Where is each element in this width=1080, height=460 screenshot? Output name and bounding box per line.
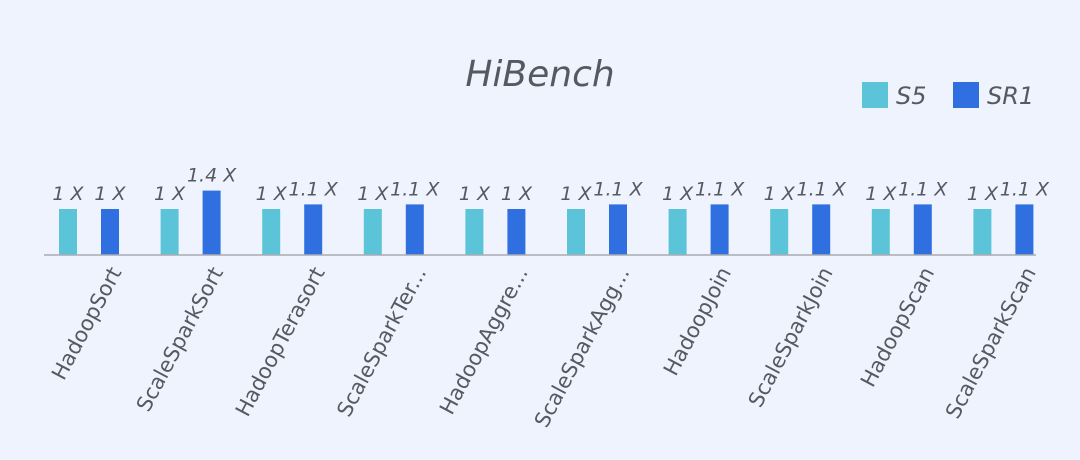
bar-sr1-4 (507, 209, 526, 255)
bar-sr1-5 (609, 204, 627, 255)
bar-s5-1 (160, 209, 179, 255)
bar-s5-4 (465, 209, 484, 255)
legend-swatch-s5 (862, 82, 888, 108)
x-tick-label-8: HadoopScan (856, 263, 939, 391)
data-label-s5-8: 1 X (865, 183, 897, 205)
data-label-s5-2: 1 X (256, 183, 288, 205)
bar-s5-2 (262, 209, 281, 255)
x-tick-labels-group: HadoopSort ScaleSparkSort HadoopTerasort Sc… (47, 263, 1041, 431)
bar-s5-3 (363, 209, 382, 255)
data-label-s5-0: 1 X (52, 183, 84, 205)
legend-label-sr1: SR1 (987, 82, 1034, 110)
bar-sr1-3 (405, 204, 424, 255)
x-tick-label-7: ScaleSparkJoin (744, 263, 838, 411)
x-tick-label-4: HadoopAggre... (435, 263, 533, 418)
data-label-sr1-0: 1 X (94, 183, 126, 205)
x-tick-label-6: HadoopJoin (659, 263, 736, 380)
x-tick-label-9: ScaleSparkScan (941, 263, 1041, 423)
bar-sr1-8 (913, 204, 932, 255)
data-label-s5-3: 1 X (357, 183, 389, 205)
data-label-s5-1: 1 X (154, 183, 186, 205)
x-tick-label-5: ScaleSparkAgg... (530, 263, 635, 431)
data-label-s5-4: 1 X (459, 183, 491, 205)
data-label-s5-7: 1 X (764, 183, 796, 205)
bar-sr1-9 (1015, 204, 1034, 255)
legend-label-s5: S5 (896, 82, 927, 110)
data-label-sr1-9: 1.1 X (1000, 178, 1050, 200)
legend-swatch-sr1 (953, 82, 979, 108)
bar-s5-0 (59, 209, 77, 255)
bar-sr1-6 (710, 204, 729, 255)
bars-group (59, 190, 1034, 255)
bar-s5-5 (567, 209, 585, 255)
legend: S5 SR1 (862, 82, 1034, 110)
data-label-sr1-5: 1.1 X (593, 178, 643, 200)
x-tick-label-2: HadoopTerasort (231, 263, 330, 420)
data-label-s5-9: 1 X (967, 183, 999, 205)
bar-s5-6 (668, 209, 687, 255)
data-label-sr1-7: 1.1 X (797, 178, 847, 200)
bar-sr1-1 (202, 190, 221, 255)
bar-sr1-0 (101, 209, 119, 255)
data-label-sr1-4: 1 X (501, 183, 533, 205)
data-label-sr1-2: 1.1 X (289, 178, 339, 200)
x-tick-label-3: ScaleSparkTer... (332, 263, 431, 421)
x-tick-label-0: HadoopSort (47, 263, 126, 384)
bar-sr1-2 (304, 204, 323, 255)
data-label-sr1-6: 1.1 X (695, 178, 745, 200)
chart-title: HiBench (465, 54, 614, 95)
data-label-sr1-8: 1.1 X (898, 178, 948, 200)
x-tick-label-1: ScaleSparkSort (132, 263, 228, 415)
bar-s5-9 (973, 209, 992, 255)
data-label-s5-5: 1 X (560, 183, 592, 205)
data-label-sr1-1: 1.4 X (187, 165, 237, 187)
bar-sr1-7 (812, 204, 831, 255)
bar-s5-7 (770, 209, 789, 255)
data-label-sr1-3: 1.1 X (390, 178, 440, 200)
data-label-s5-6: 1 X (662, 183, 694, 205)
bar-s5-8 (871, 209, 890, 255)
